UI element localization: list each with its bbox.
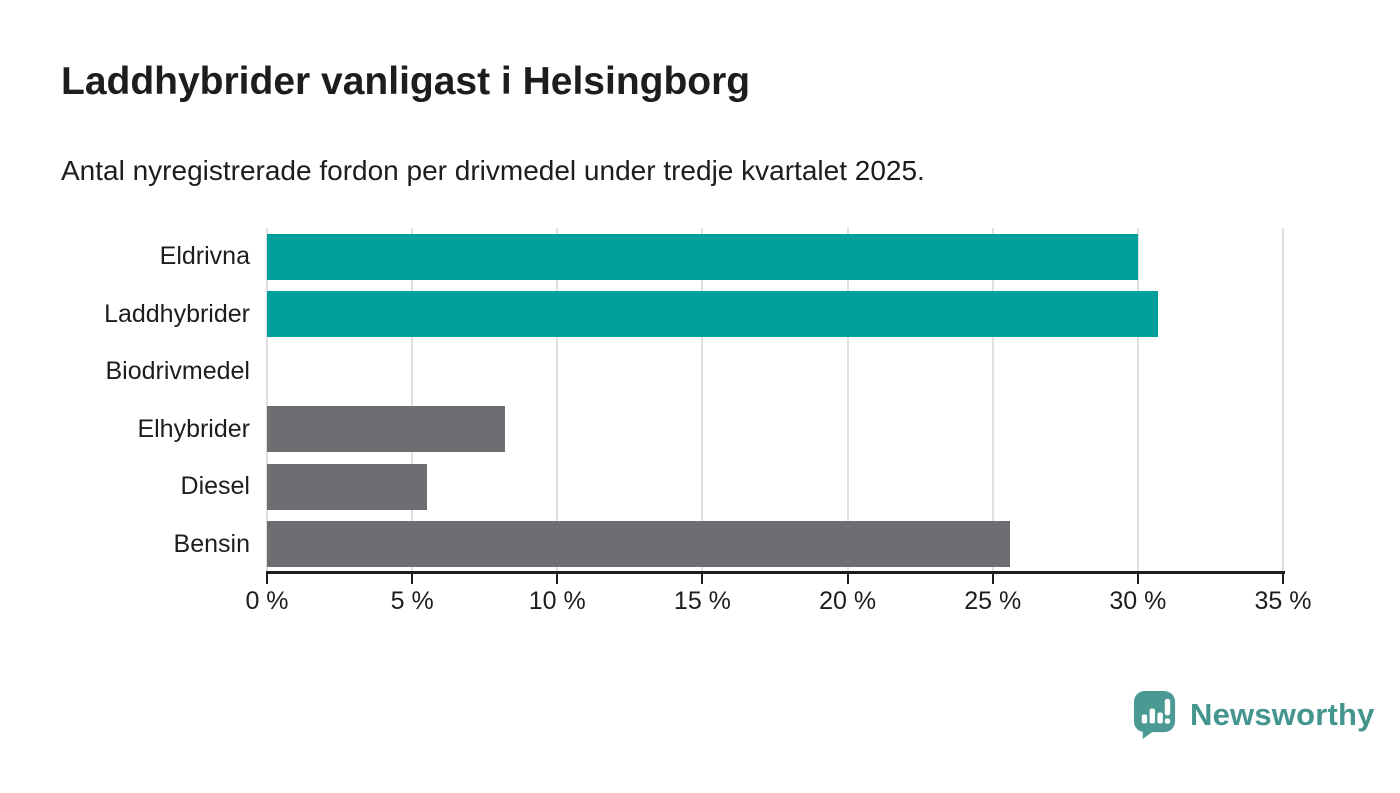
- axis-tick-label: 0 %: [245, 587, 289, 615]
- gridline: [846, 228, 849, 573]
- bar-eldrivna: [267, 233, 1138, 280]
- axis-tick-label: 20 %: [819, 587, 877, 615]
- gridline: [411, 228, 414, 573]
- chart-title: Laddhybrider vanligast i Helsingborg: [61, 60, 751, 103]
- axis-tick: [1136, 571, 1139, 584]
- bar-diesel: [267, 463, 427, 510]
- category-label-diesel: Diesel: [180, 472, 250, 501]
- gridline: [1282, 228, 1284, 573]
- axis-tick-label: 5 %: [390, 587, 434, 615]
- category-label-eldrivna: Eldrivna: [159, 242, 250, 271]
- bar-elhybrider: [267, 406, 506, 453]
- brand-footer: Newsworthy: [1131, 688, 1375, 741]
- bar-bensin: [267, 521, 1011, 568]
- gridline: [266, 228, 268, 573]
- axis-tick-label: 10 %: [528, 587, 586, 615]
- axis-tick-label: 30 %: [1109, 587, 1167, 615]
- x-axis-line: [266, 571, 1285, 574]
- axis-tick: [991, 571, 994, 584]
- axis-tick: [846, 571, 849, 584]
- gridline: [701, 228, 704, 573]
- category-label-bensin: Bensin: [173, 529, 250, 558]
- category-label-laddhybrider: Laddhybrider: [104, 299, 250, 328]
- axis-tick: [1282, 571, 1284, 584]
- axis-tick-label: 15 %: [673, 587, 731, 615]
- brand-wordmark: Newsworthy: [1190, 696, 1375, 732]
- axis-tick: [556, 571, 559, 584]
- gridline: [1136, 228, 1139, 573]
- axis-tick-label: 25 %: [964, 587, 1022, 615]
- plot-area: [266, 228, 1284, 573]
- gridline: [556, 228, 559, 573]
- axis-tick: [411, 571, 414, 584]
- axis-tick: [266, 571, 268, 584]
- chart-subtitle: Antal nyregistrerade fordon per drivmede…: [61, 155, 925, 186]
- newsworthy-bar-chart-bubble-icon: [1131, 688, 1178, 741]
- gridline: [991, 228, 994, 573]
- bar-laddhybrider: [267, 291, 1159, 338]
- category-label-elhybrider: Elhybrider: [137, 414, 250, 443]
- category-label-biodrivmedel: Biodrivmedel: [105, 357, 250, 386]
- axis-tick-label: 35 %: [1254, 587, 1312, 615]
- axis-tick: [701, 571, 704, 584]
